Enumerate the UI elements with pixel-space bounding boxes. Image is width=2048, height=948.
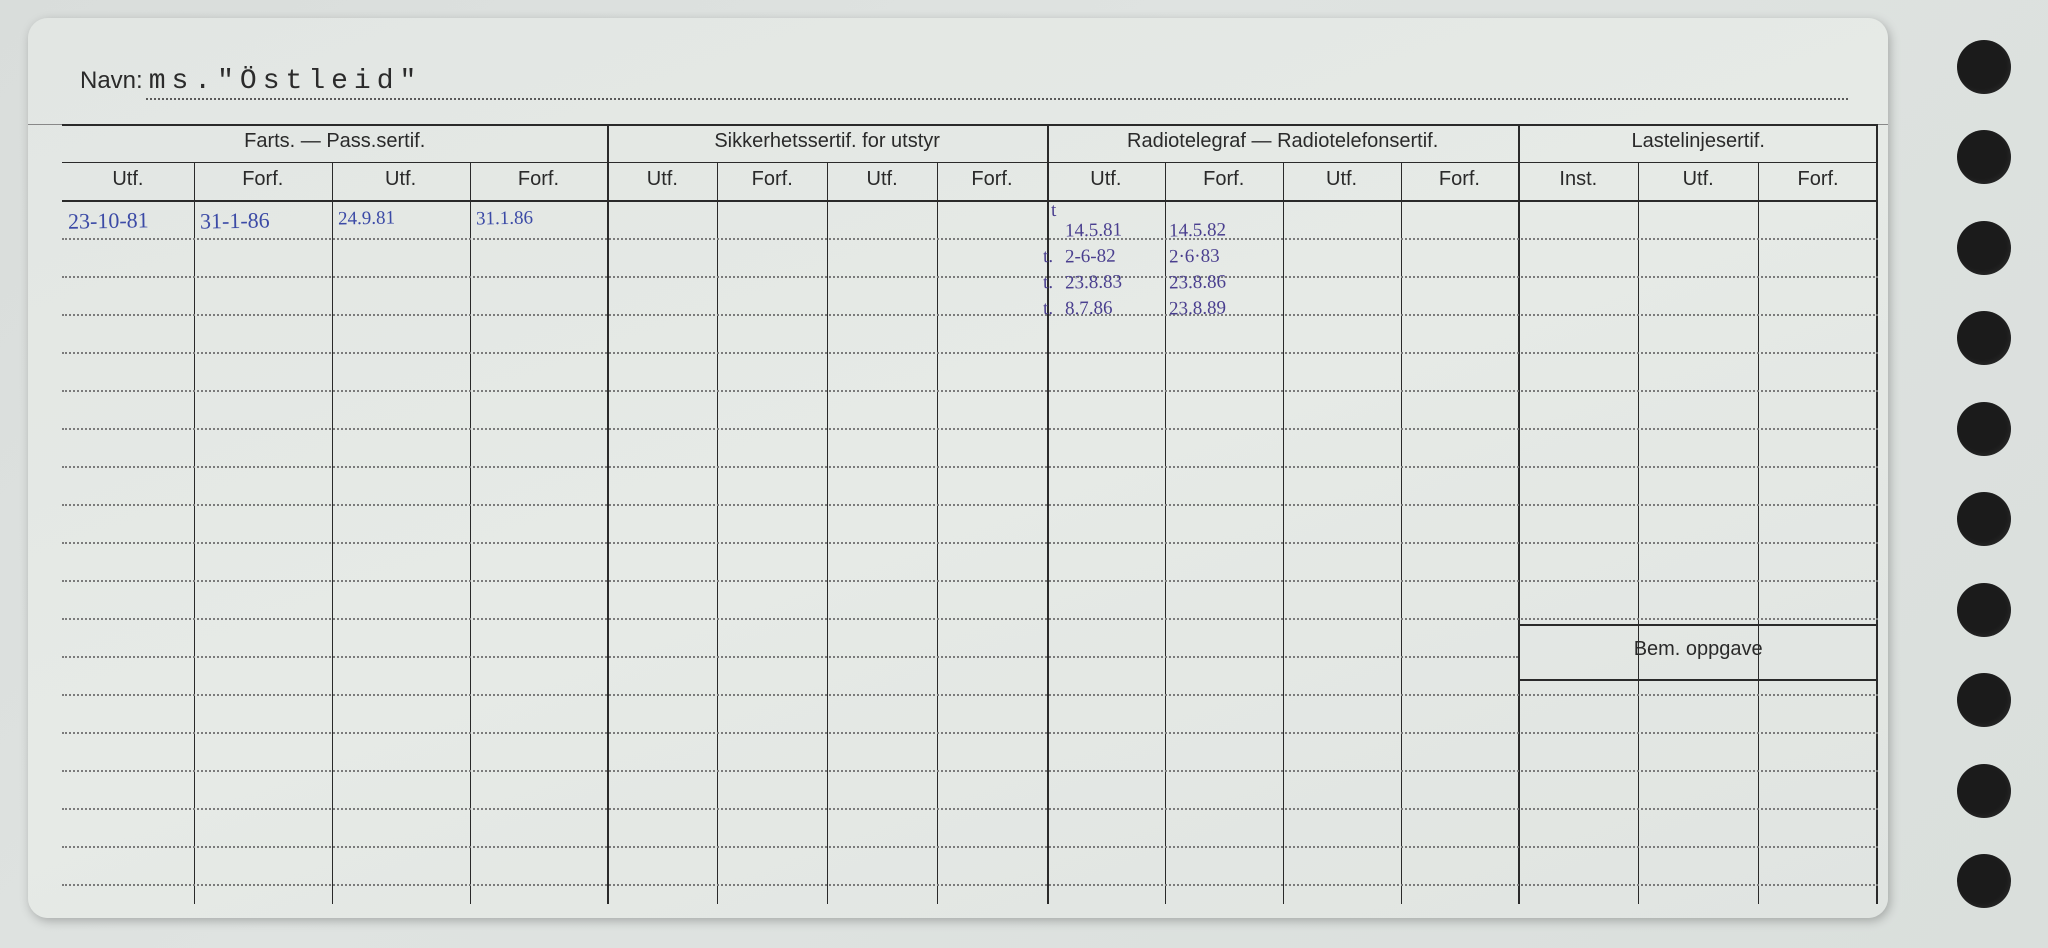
column-header: Utf. — [1638, 168, 1758, 191]
column-header: Forf. — [1165, 168, 1283, 191]
group-divider — [1047, 124, 1049, 904]
column-header: Forf. — [1758, 168, 1878, 191]
handwritten-entry: t. — [1043, 272, 1053, 294]
hole-icon — [1957, 311, 2011, 365]
table-row — [62, 466, 1878, 468]
column-header: Forf. — [1401, 168, 1519, 191]
binder-holes — [1944, 12, 2024, 936]
table-row — [62, 504, 1878, 506]
table-row — [62, 770, 1878, 772]
handwritten-entry: 23.8.83 — [1065, 272, 1122, 295]
table-row — [62, 884, 1878, 886]
column-divider — [1283, 162, 1284, 904]
column-header: Utf. — [827, 168, 937, 191]
column-divider — [332, 162, 333, 904]
hole-icon — [1957, 583, 2011, 637]
column-divider — [470, 162, 471, 904]
column-divider — [1758, 162, 1759, 904]
table-row — [62, 580, 1878, 582]
table-row — [62, 428, 1878, 430]
group-header: Farts. — Pass.sertif. — [62, 130, 607, 153]
table-row — [62, 238, 1878, 240]
table-row — [62, 390, 1878, 392]
hole-icon — [1957, 130, 2011, 184]
column-header: Utf. — [1047, 168, 1165, 191]
record-card: Navn: ms."Östleid" Farts. — Pass.sertif.… — [28, 18, 1888, 918]
column-divider — [827, 162, 828, 904]
column-header: Utf. — [1283, 168, 1401, 191]
column-header: Inst. — [1518, 168, 1638, 191]
table-row — [62, 276, 1878, 278]
table-row — [62, 808, 1878, 810]
column-divider — [937, 162, 938, 904]
name-row: Navn: ms."Östleid" — [80, 66, 1840, 97]
table-row — [62, 352, 1878, 354]
handwritten-entry: 31.1.86 — [475, 208, 532, 231]
group-header: Lastelinjesertif. — [1518, 130, 1878, 153]
rule-header-bottom — [62, 200, 1878, 202]
group-header: Radiotelegraf — Radiotelefonsertif. — [1047, 130, 1518, 153]
handwritten-entry: 23.8.89 — [1169, 298, 1226, 321]
table-row — [62, 846, 1878, 848]
column-divider — [717, 162, 718, 904]
table-row — [62, 732, 1878, 734]
handwritten-entry: 2·6·83 — [1169, 246, 1220, 269]
table-row — [62, 314, 1878, 316]
handwritten-entry: 2-6-82 — [1065, 246, 1116, 269]
handwritten-entry: 8.7.86 — [1065, 298, 1113, 321]
table-row — [62, 542, 1878, 544]
group-header: Sikkerhetssertif. for utstyr — [607, 130, 1047, 153]
handwritten-entry: 31-1-86 — [200, 207, 270, 234]
hole-icon — [1957, 402, 2011, 456]
handwritten-entry: 24.9.81 — [337, 208, 394, 231]
table-row — [62, 694, 1878, 696]
hole-icon — [1957, 673, 2011, 727]
hole-icon — [1957, 764, 2011, 818]
column-divider — [1165, 162, 1166, 904]
table-row — [62, 618, 1878, 620]
column-header: Utf. — [607, 168, 717, 191]
handwritten-entry: t — [1051, 200, 1057, 222]
column-header: Utf. — [332, 168, 470, 191]
column-header: Forf. — [470, 168, 608, 191]
handwritten-entry: 14.5.81 — [1065, 220, 1122, 243]
column-divider — [194, 162, 195, 904]
column-divider — [1401, 162, 1402, 904]
group-divider — [1876, 124, 1878, 904]
column-header: Forf. — [194, 168, 332, 191]
table-row — [62, 656, 1518, 658]
name-value: ms."Östleid" — [149, 66, 423, 97]
column-divider — [1638, 162, 1639, 904]
group-divider — [607, 124, 609, 904]
name-label: Navn: — [80, 67, 143, 95]
handwritten-entry: 23-10-81 — [68, 207, 149, 234]
column-header: Forf. — [937, 168, 1047, 191]
handwritten-entry: 14.5.82 — [1169, 220, 1226, 243]
handwritten-entry: 23.8.86 — [1169, 272, 1226, 295]
handwritten-entry: t. — [1043, 246, 1053, 268]
handwritten-entry: t. — [1043, 298, 1053, 320]
group-divider — [1518, 124, 1520, 904]
bem-oppgave-label: Bem. oppgave — [1518, 638, 1878, 661]
column-header: Forf. — [717, 168, 827, 191]
hole-icon — [1957, 854, 2011, 908]
hole-icon — [1957, 221, 2011, 275]
column-header: Utf. — [62, 168, 194, 191]
hole-icon — [1957, 40, 2011, 94]
rule-mid1 — [62, 162, 1878, 163]
certificate-table: Farts. — Pass.sertif.Utf.Forf.Utf.Forf.S… — [62, 124, 1878, 904]
name-underline — [146, 98, 1848, 100]
rule-top — [62, 124, 1878, 126]
hole-icon — [1957, 492, 2011, 546]
